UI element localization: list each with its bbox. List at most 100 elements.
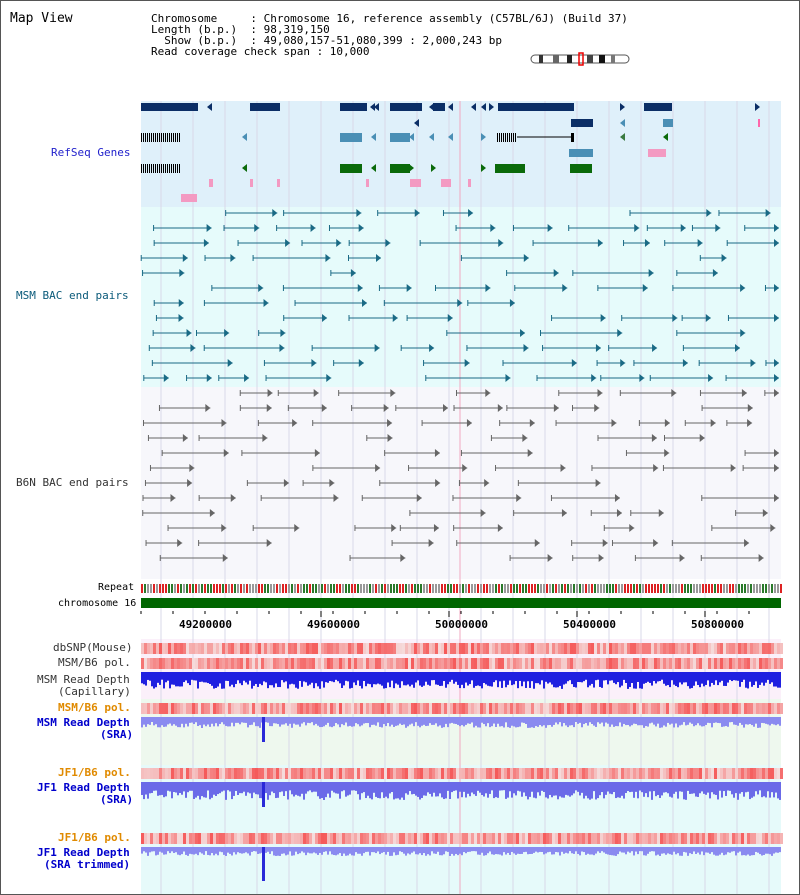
jf1-read-depth-sra [639, 782, 641, 791]
jf1-read-depth-trim [343, 847, 345, 854]
repeat-element [534, 584, 536, 593]
gene-exon [141, 164, 142, 173]
msm-read-depth-cap [761, 672, 763, 683]
msm-read-depth-sra [467, 717, 469, 724]
dbsnp-heat [495, 643, 498, 654]
msm-read-depth-cap [393, 672, 395, 689]
msm-read-depth-sra [211, 717, 213, 724]
jf1-read-depth-sra [427, 782, 429, 793]
dbsnp-heat [231, 643, 234, 654]
jf1-read-depth-trim [427, 847, 429, 855]
jf1-read-depth-trim [199, 847, 201, 853]
gene-exon [149, 133, 150, 142]
b6n-bac-pair-arrow [466, 419, 472, 427]
jf1-read-depth-trim [227, 847, 229, 853]
msm-b6-pol-heat [222, 658, 225, 669]
jf1-read-depth-trim [203, 847, 205, 855]
msm-b6-pol-heat [165, 658, 168, 669]
msm-b6-pol-heat [651, 658, 654, 669]
repeat-element [318, 584, 320, 593]
msm-b6-pol-heat [162, 658, 165, 669]
msm-read-depth-cap [773, 672, 775, 687]
jf1-b6-pol-trim-heat [210, 833, 213, 844]
dbsnp-heat [651, 643, 654, 654]
msm-b6-pol-sra-heat [510, 703, 513, 714]
msm-read-depth-cap [655, 672, 657, 684]
msm-b6-pol-sra-heat [471, 703, 474, 714]
msm-read-depth-cap [409, 672, 411, 687]
jf1-read-depth-sra [371, 782, 373, 800]
jf1-read-depth-sra [517, 782, 519, 791]
jf1-b6-pol-trim-heat [672, 833, 675, 844]
msm-b6-pol-sra-heat [195, 703, 198, 714]
msm-b6-pol-heat [561, 658, 564, 669]
msm-read-depth-cap [367, 672, 369, 684]
msm-read-depth-cap [749, 672, 751, 682]
repeat-element [768, 584, 770, 593]
jf1-b6-pol-trim-heat [531, 833, 534, 844]
msm-read-depth-cap [621, 672, 623, 686]
msm-read-depth-sra [225, 717, 227, 726]
msm-read-depth-sra [287, 717, 289, 726]
msm-bac-pair-arrow [697, 239, 703, 247]
dbsnp-heat [204, 643, 207, 654]
gene-block [569, 149, 593, 157]
jf1-read-depth-sra [761, 782, 763, 798]
msm-b6-pol-sra-heat [333, 703, 336, 714]
dbsnp-heat [357, 643, 360, 654]
msm-read-depth-cap [503, 672, 505, 681]
jf1-read-depth-sra [349, 782, 351, 795]
jf1-read-depth-trim [307, 847, 309, 853]
jf1-read-depth-trim [539, 847, 541, 852]
jf1-b6-pol-trim-heat [180, 833, 183, 844]
jf1-read-depth-trim [589, 847, 591, 855]
jf1-read-depth-sra [451, 782, 453, 793]
gene-arrow [481, 103, 486, 111]
msm-b6-pol-heat [771, 658, 774, 669]
gene-arrow [371, 133, 376, 141]
gene-arrow [663, 133, 668, 141]
jf1-read-depth-trim [457, 847, 459, 856]
msm-b6-pol-sra-heat [360, 703, 363, 714]
jf1-read-depth-sra [447, 782, 449, 791]
jf1-read-depth-trim [301, 847, 303, 852]
dbsnp-heat [687, 643, 690, 654]
jf1-read-depth-trim [187, 847, 189, 856]
jf1-read-depth-trim [183, 847, 185, 852]
jf1-b6-pol-trim-heat [198, 833, 201, 844]
jf1-read-depth-sra [713, 782, 715, 795]
jf1-read-depth-sra [507, 782, 509, 798]
msm-read-depth-cap [433, 672, 435, 681]
msm-read-depth-sra [183, 717, 185, 728]
msm-read-depth-sra [617, 717, 619, 727]
msm-b6-pol-heat [753, 658, 756, 669]
jf1-read-depth-sra [699, 782, 701, 794]
msm-read-depth-sra [193, 717, 195, 725]
msm-read-depth-cap [403, 672, 405, 686]
jf1-read-depth-trim [289, 847, 291, 852]
msm-b6-pol-heat [693, 658, 696, 669]
jf1-read-depth-trim [639, 847, 641, 852]
msm-read-depth-cap [521, 672, 523, 687]
jf1-read-depth-trim [775, 847, 777, 853]
msm-read-depth-cap [201, 672, 203, 682]
jf1-read-depth-sra [557, 782, 559, 800]
jf1-b6-pol-heat [462, 768, 465, 779]
dbsnp-heat [294, 643, 297, 654]
jf1-read-depth-sra [191, 782, 193, 791]
jf1-read-depth-trim [323, 847, 325, 852]
jf1-read-depth-sra [609, 782, 611, 794]
msm-read-depth-cap [611, 672, 613, 681]
msm-read-depth-sra [547, 717, 549, 726]
repeat-element [705, 584, 707, 593]
repeat-element [771, 584, 773, 593]
msm-read-depth-cap [213, 672, 215, 689]
repeat-element [543, 584, 545, 593]
msm-b6-pol-sra-heat [306, 703, 309, 714]
repeat-element [201, 584, 203, 593]
msm-read-depth-cap [401, 672, 403, 682]
jf1-read-depth-trim [161, 847, 163, 853]
jf1-read-depth-sra [367, 782, 369, 796]
msm-read-depth-sra [689, 717, 691, 723]
